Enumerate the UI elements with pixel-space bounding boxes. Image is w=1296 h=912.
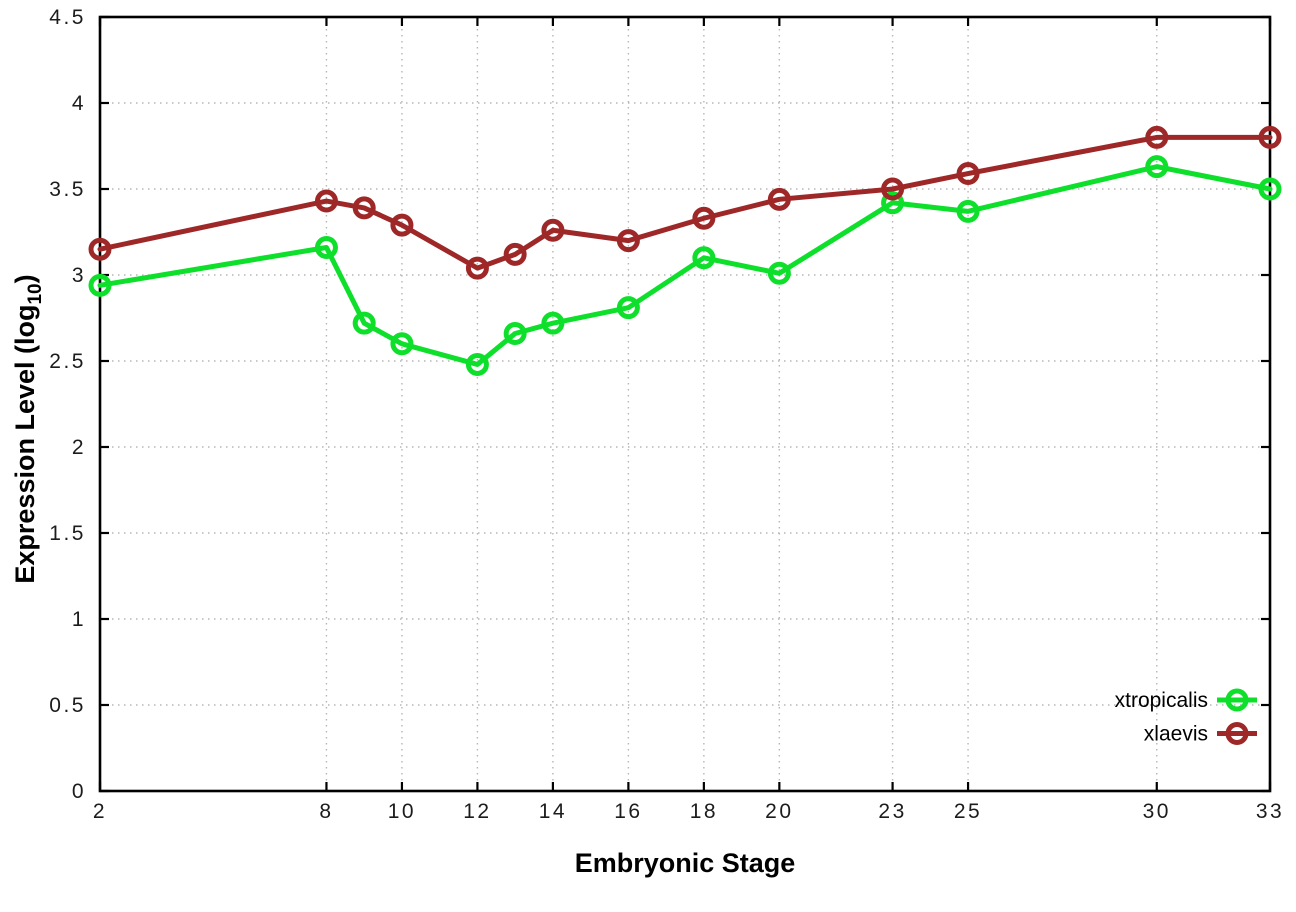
data-point-xlaevis (503, 242, 527, 266)
data-point-xtropicalis (692, 246, 716, 270)
data-point-xtropicalis (541, 311, 565, 335)
data-point-xtropicalis (881, 191, 905, 215)
x-tick-label: 14 (539, 800, 567, 823)
x-tick-label: 30 (1143, 800, 1171, 823)
legend: xtropicalis xlaevis (1115, 688, 1257, 746)
x-tick-label: 23 (878, 800, 906, 823)
x-tick-label: 18 (690, 800, 718, 823)
legend-marker-icon (1225, 688, 1249, 712)
data-point-xtropicalis (465, 352, 489, 376)
plot-border (98, 15, 1272, 793)
data-point-xtropicalis (956, 199, 980, 223)
data-point-xtropicalis (390, 332, 414, 356)
x-tick-label: 2 (93, 800, 107, 823)
legend-label-xlaevis: xlaevis (1144, 723, 1208, 746)
x-tick-label: 16 (614, 800, 642, 823)
data-point-xtropicalis (503, 321, 527, 345)
x-axis-title: Embryonic Stage (575, 848, 796, 878)
legend-label-xtropicalis: xtropicalis (1115, 689, 1208, 712)
x-tick-label: 33 (1256, 800, 1284, 823)
legend-entry-xlaevis: xlaevis (1144, 722, 1257, 746)
data-point-xlaevis (465, 256, 489, 280)
data-point-xlaevis (1145, 125, 1169, 149)
data-point-xtropicalis (767, 261, 791, 285)
data-point-xlaevis (767, 187, 791, 211)
data-point-xlaevis (352, 196, 376, 220)
data-point-xlaevis (616, 229, 640, 253)
y-tick-label: 3 (72, 264, 86, 287)
data-point-xlaevis (314, 189, 338, 213)
tick-labels: 2 8 10 12 14 16 18 20 23 25 30 33 0 0.5 1 1.5 2 2.5 3 3.5 4 4… (49, 6, 1284, 823)
y-tick-label: 1 (72, 608, 86, 631)
series-xtropicalis (88, 155, 1282, 376)
data-point-xtropicalis (616, 296, 640, 320)
legend-marker-icon (1225, 722, 1249, 745)
y-tick-label: 0.5 (49, 694, 86, 717)
y-tick-label: 4.5 (49, 6, 86, 29)
data-point-xtropicalis (352, 311, 376, 335)
data-point-xlaevis (88, 237, 112, 261)
series-xlaevis (88, 125, 1282, 280)
y-tick-label: 2 (72, 436, 86, 459)
y-tick-label: 4 (72, 92, 86, 115)
data-point-xlaevis (390, 213, 414, 237)
data-point-xtropicalis (314, 235, 338, 259)
y-axis-title: Expression Level (log10) (10, 274, 46, 583)
x-tick-label: 25 (954, 800, 982, 823)
y-tick-label: 3.5 (49, 178, 86, 201)
data-point-xlaevis (541, 218, 565, 242)
y-tick-label: 1.5 (49, 522, 86, 545)
data-point-xlaevis (956, 162, 980, 186)
data-point-xlaevis (881, 177, 905, 201)
x-tick-label: 12 (463, 800, 491, 823)
data-point-xlaevis (1258, 125, 1282, 149)
x-tick-label: 20 (765, 800, 793, 823)
data-point-xtropicalis (88, 273, 112, 297)
x-tick-label: 10 (388, 800, 416, 823)
data-point-xtropicalis (1145, 155, 1169, 179)
data-point-xtropicalis (1258, 177, 1282, 201)
data-point-xlaevis (692, 206, 716, 230)
y-tick-label: 0 (72, 780, 86, 803)
x-tick-label: 8 (319, 800, 333, 823)
legend-entry-xtropicalis: xtropicalis (1115, 688, 1257, 712)
y-tick-label: 2.5 (49, 350, 86, 373)
